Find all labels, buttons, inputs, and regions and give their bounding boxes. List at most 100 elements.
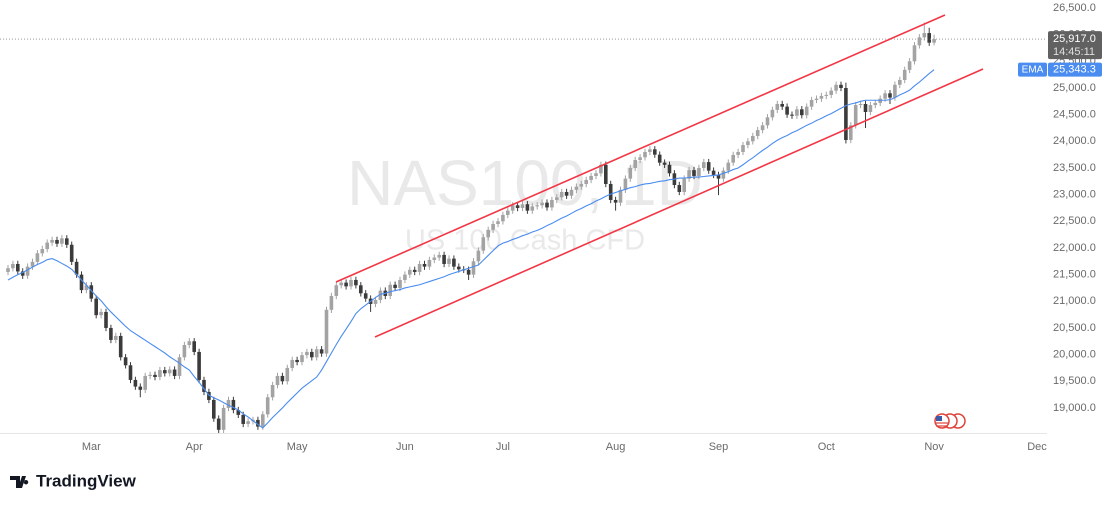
candle-body bbox=[393, 284, 397, 288]
candle-body bbox=[922, 33, 927, 38]
candle-body bbox=[540, 202, 544, 206]
candle-body bbox=[765, 117, 770, 126]
candle-body bbox=[804, 106, 809, 116]
candle-body bbox=[118, 335, 123, 358]
candle-body bbox=[305, 351, 309, 356]
candle-body bbox=[731, 154, 735, 163]
candle-body bbox=[280, 375, 285, 382]
y-tick-label: 26,500.0 bbox=[1053, 2, 1096, 14]
candle-body bbox=[354, 279, 358, 286]
candle-body bbox=[177, 357, 182, 376]
candle-body bbox=[148, 374, 152, 376]
candle-group bbox=[6, 22, 936, 433]
candle-body bbox=[888, 93, 892, 98]
candle-body bbox=[711, 170, 716, 175]
candle-body bbox=[736, 151, 740, 155]
candle-body bbox=[662, 162, 667, 165]
candle-body bbox=[648, 149, 652, 152]
candle-body bbox=[912, 45, 917, 62]
candle-body bbox=[378, 290, 383, 300]
x-tick-label: May bbox=[287, 441, 308, 453]
candle-body bbox=[226, 399, 231, 408]
candle-body bbox=[246, 421, 250, 424]
candle-body bbox=[300, 355, 304, 363]
last-price-box bbox=[1048, 31, 1102, 60]
candle-body bbox=[584, 179, 588, 184]
candle-body bbox=[74, 261, 79, 275]
candle-body bbox=[795, 109, 799, 116]
candle-body bbox=[844, 87, 848, 140]
candle-body bbox=[849, 125, 853, 140]
candle-body bbox=[760, 125, 765, 131]
candle-body bbox=[310, 351, 314, 358]
ema-line bbox=[7, 69, 935, 429]
candle-body bbox=[35, 253, 40, 262]
candle-body bbox=[555, 197, 559, 200]
y-tick-label: 20,000.0 bbox=[1053, 349, 1096, 361]
candle-body bbox=[261, 414, 265, 427]
candle-body bbox=[907, 61, 912, 70]
candle-body bbox=[163, 370, 167, 374]
candle-body bbox=[373, 299, 378, 304]
candle-body bbox=[706, 162, 711, 171]
candle-body bbox=[123, 357, 128, 366]
candle-body bbox=[858, 103, 863, 106]
candle-body bbox=[746, 141, 750, 146]
candle-body bbox=[638, 157, 642, 160]
flag-canton bbox=[936, 416, 942, 421]
x-tick-label: Jul bbox=[496, 441, 510, 453]
candle-body bbox=[16, 263, 20, 272]
candle-body bbox=[780, 103, 784, 107]
candle-body bbox=[231, 399, 236, 411]
candle-body bbox=[432, 257, 437, 260]
candle-body bbox=[501, 214, 505, 222]
candle-body bbox=[530, 206, 535, 211]
candle-body bbox=[25, 266, 30, 276]
x-tick-label: Mar bbox=[82, 441, 101, 453]
candle-body bbox=[412, 269, 417, 272]
candle-body bbox=[819, 95, 824, 99]
candle-body bbox=[623, 178, 628, 190]
candle-body bbox=[114, 335, 118, 340]
y-tick-label: 21,000.0 bbox=[1053, 295, 1096, 307]
candle-body bbox=[138, 386, 143, 390]
candle-body bbox=[839, 84, 843, 88]
candle-body bbox=[89, 285, 94, 299]
candle-body bbox=[359, 285, 363, 294]
candle-body bbox=[314, 349, 319, 358]
candle-body bbox=[334, 285, 339, 296]
y-tick-label: 23,000.0 bbox=[1053, 189, 1096, 201]
candle-body bbox=[30, 261, 35, 267]
y-tick-label: 19,000.0 bbox=[1053, 402, 1096, 414]
candle-body bbox=[657, 154, 662, 163]
candle-body bbox=[212, 399, 216, 419]
candle-body bbox=[770, 109, 775, 118]
candle-body bbox=[515, 205, 520, 208]
x-tick-label: Nov bbox=[924, 441, 944, 453]
candle-body bbox=[868, 105, 873, 112]
y-tick-label: 19,500.0 bbox=[1053, 375, 1096, 387]
y-tick-label: 22,500.0 bbox=[1053, 215, 1096, 227]
logo-mark bbox=[10, 476, 29, 488]
candle-body bbox=[800, 109, 804, 116]
candle-body bbox=[45, 242, 49, 250]
candle-body bbox=[197, 351, 201, 380]
candle-body bbox=[388, 284, 392, 296]
candle-body bbox=[207, 391, 211, 400]
candle-body bbox=[324, 309, 329, 354]
candle-body bbox=[579, 183, 584, 187]
candle-body bbox=[84, 285, 89, 291]
candle-body bbox=[329, 295, 334, 310]
y-tick-label: 22,000.0 bbox=[1053, 242, 1096, 254]
candle-body bbox=[790, 114, 794, 116]
candle-body bbox=[55, 239, 59, 244]
candle-body bbox=[932, 39, 936, 43]
candle-body bbox=[589, 175, 593, 180]
candle-body bbox=[65, 238, 69, 245]
candle-body bbox=[564, 191, 569, 196]
overlay-group bbox=[0, 38, 1047, 429]
candle-body bbox=[270, 385, 275, 398]
watermark-subtitle: US 100 Cash CFD bbox=[405, 225, 645, 257]
